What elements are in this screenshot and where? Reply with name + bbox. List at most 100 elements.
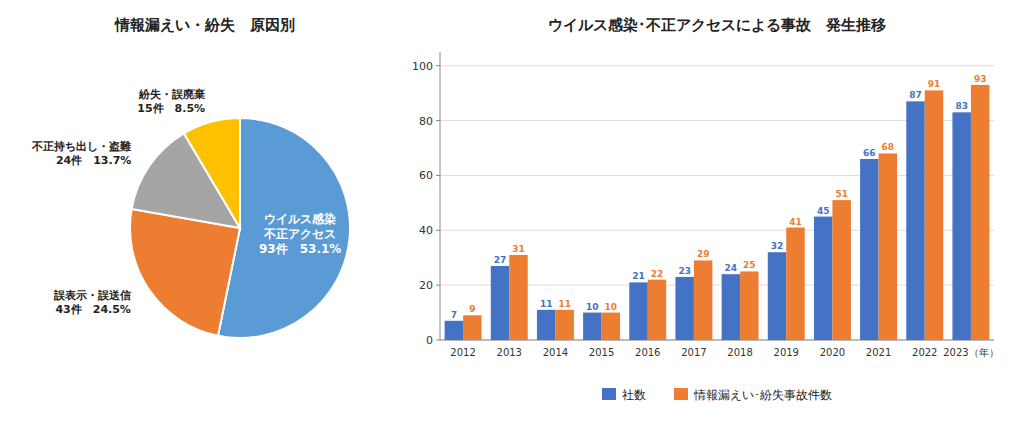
y-axis-line bbox=[440, 52, 441, 340]
x-tick-label: 2014 bbox=[543, 347, 568, 358]
bar bbox=[832, 200, 850, 340]
bar bbox=[925, 90, 943, 340]
x-tick-label: 2020 bbox=[820, 347, 845, 358]
label-line: 誤表示・誤送信 bbox=[53, 289, 131, 302]
bar bbox=[583, 313, 601, 340]
pie-category-label: 誤表示・誤送信 bbox=[53, 289, 131, 302]
bar-data-label: 24 bbox=[725, 263, 738, 273]
pie-slices bbox=[130, 118, 350, 338]
y-axis: 0 20 40 60 80 100 bbox=[412, 52, 994, 347]
bar-data-label: 23 bbox=[678, 266, 691, 276]
bar bbox=[786, 228, 804, 340]
label-line: 紛失・誤廃棄 bbox=[138, 88, 205, 101]
bar-data-label: 91 bbox=[928, 79, 941, 89]
y-tick-label: 100 bbox=[412, 60, 433, 73]
bar bbox=[537, 310, 555, 340]
bar-data-label: 83 bbox=[955, 101, 968, 111]
bar-data-label: 87 bbox=[909, 90, 922, 100]
bar bbox=[629, 282, 647, 340]
x-tick-label: 2017 bbox=[681, 347, 706, 358]
y-tick bbox=[436, 285, 440, 286]
pie-value-label: 24件 13.7% bbox=[56, 154, 131, 167]
bar-data-label: 51 bbox=[835, 189, 848, 199]
y-tick-label: 0 bbox=[426, 334, 433, 347]
bar bbox=[860, 159, 878, 340]
label-line: 不正アクセス bbox=[263, 227, 336, 241]
legend-label: 情報漏えい･紛失事故件数 bbox=[693, 388, 832, 402]
grid-line bbox=[440, 65, 994, 66]
y-tick bbox=[436, 120, 440, 121]
bar bbox=[463, 315, 481, 340]
bar-data-label: 68 bbox=[882, 142, 895, 152]
bar-data-label: 11 bbox=[558, 299, 571, 309]
bar-data-label: 32 bbox=[771, 241, 784, 251]
y-tick-label: 20 bbox=[419, 279, 433, 292]
bar-data-label: 9 bbox=[469, 304, 475, 314]
x-tick-label: 2013 bbox=[497, 347, 522, 358]
bar bbox=[675, 277, 693, 340]
bar-title: ウイルス感染･不正アクセスによる事故 発生推移 bbox=[548, 16, 886, 34]
legend-swatch bbox=[674, 388, 688, 400]
x-tick-label: 2012 bbox=[450, 347, 475, 358]
page: {"chart_data": [ {"type": "pie", "title"… bbox=[0, 0, 1024, 421]
bar bbox=[722, 274, 740, 340]
y-tick-label: 80 bbox=[419, 115, 433, 128]
bar-data-label: 10 bbox=[586, 302, 599, 312]
bar-data-labels: 7 27 11 10 21 23 24 32 45 66 87 83 9 31 11 10 22 29 25 41 51… bbox=[451, 74, 987, 320]
label-line: ウイルス感染 bbox=[264, 212, 336, 226]
bar-data-label: 25 bbox=[743, 260, 756, 270]
x-tick-label: 2015 bbox=[589, 347, 614, 358]
bar bbox=[740, 271, 758, 340]
y-tick bbox=[436, 65, 440, 66]
bar bbox=[971, 85, 989, 340]
bars bbox=[445, 85, 990, 340]
bar bbox=[906, 101, 924, 340]
bar-data-label: 21 bbox=[632, 271, 645, 281]
bar-data-label: 29 bbox=[697, 249, 710, 259]
pie-slice bbox=[184, 118, 240, 228]
bar-data-label: 7 bbox=[451, 310, 457, 320]
x-tick-label: 2021 bbox=[866, 347, 891, 358]
pie-chart: 情報漏えい・紛失 原因別ウイルス感染不正アクセス93件 53.1% 誤表示・誤送信… bbox=[31, 16, 350, 338]
y-tick bbox=[436, 340, 440, 341]
bar bbox=[814, 217, 832, 340]
bar-chart: ウイルス感染･不正アクセスによる事故 発生推移02040608010020122… bbox=[412, 16, 999, 402]
bar-data-label: 22 bbox=[651, 269, 664, 279]
x-tick-label: 2019 bbox=[774, 347, 799, 358]
x-tick-label: 2016 bbox=[635, 347, 660, 358]
pie-value-label: 93件 53.1% bbox=[259, 242, 341, 256]
legend-swatch bbox=[602, 388, 616, 400]
bar-data-label: 11 bbox=[540, 299, 553, 309]
bar-data-label: 10 bbox=[605, 302, 618, 312]
bar bbox=[445, 321, 463, 340]
y-tick-label: 40 bbox=[419, 224, 433, 237]
bar bbox=[694, 260, 712, 340]
y-tick-label: 60 bbox=[419, 169, 433, 182]
pie-category-label: ウイルス感染不正アクセス bbox=[263, 212, 336, 241]
pie-title: 情報漏えい・紛失 原因別 bbox=[114, 16, 295, 34]
pie-slice bbox=[130, 209, 240, 336]
bar-data-label: 45 bbox=[817, 206, 830, 216]
pie-category-label: 紛失・誤廃棄 bbox=[138, 88, 205, 101]
label-line: 不正持ち出し・盗難 bbox=[31, 140, 131, 153]
bar bbox=[952, 112, 970, 340]
bar bbox=[491, 266, 509, 340]
bar bbox=[879, 153, 897, 340]
y-tick bbox=[436, 230, 440, 231]
bar bbox=[555, 310, 573, 340]
chart-canvas: 情報漏えい・紛失 原因別ウイルス感染不正アクセス93件 53.1% 誤表示・誤送信… bbox=[0, 0, 1024, 421]
y-tick bbox=[436, 175, 440, 176]
x-tick-label: 2023（年） bbox=[943, 347, 998, 358]
x-axis: 2012 2013 2014 2015 2016 2017 2018 2019 2020 2021… bbox=[450, 347, 998, 358]
bar bbox=[648, 280, 666, 340]
bar-data-label: 66 bbox=[863, 148, 876, 158]
bar-data-label: 27 bbox=[494, 255, 507, 265]
pie-category-label: 不正持ち出し・盗難 bbox=[31, 140, 131, 153]
bar-data-label: 31 bbox=[512, 244, 525, 254]
bar-data-label: 41 bbox=[789, 217, 802, 227]
legend-label: 社数 bbox=[622, 388, 646, 402]
x-tick-label: 2018 bbox=[727, 347, 752, 358]
pie-labels: ウイルス感染不正アクセス93件 53.1% 誤表示・誤送信43件 24.5% 不正持… bbox=[31, 88, 341, 317]
pie-value-label: 43件 24.5% bbox=[55, 303, 130, 316]
pie-value-label: 15件 8.5% bbox=[137, 102, 205, 115]
